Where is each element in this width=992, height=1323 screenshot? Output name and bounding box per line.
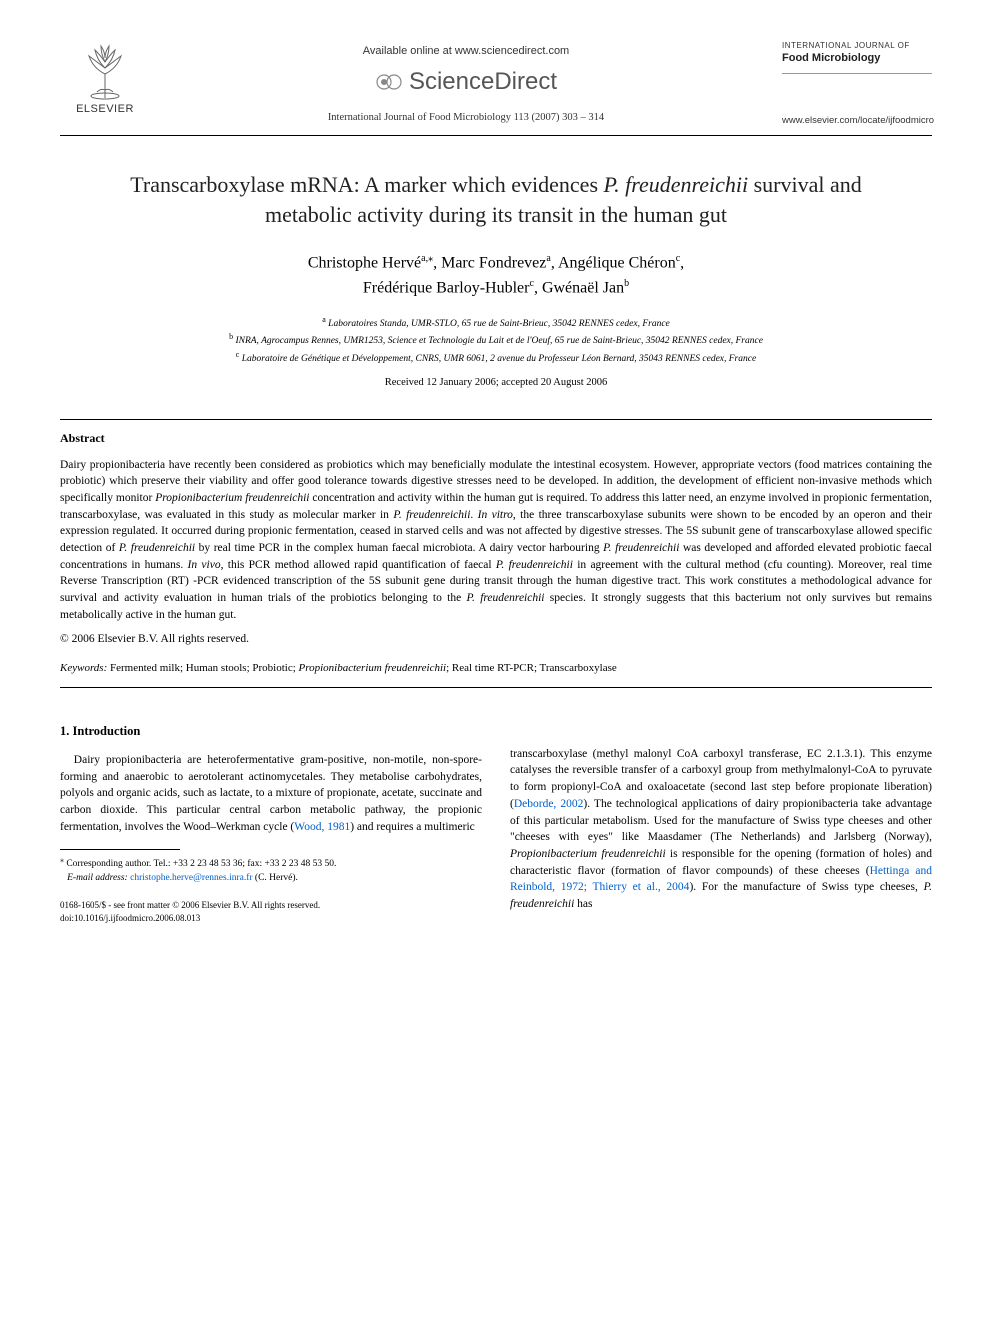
c2-i1: Propionibacterium freudenreichii (510, 848, 666, 860)
author-3-aff: c (676, 253, 680, 264)
fn-corresp: Corresponding author. Tel.: +33 2 23 48 … (64, 859, 336, 869)
title-species: P. freudenreichii (604, 172, 749, 197)
footnote-rule (60, 849, 180, 850)
author-5-aff: b (624, 278, 629, 289)
sciencedirect-text: ScienceDirect (409, 65, 557, 99)
journal-name: Food Microbiology (782, 51, 932, 73)
column-right: transcarboxylase (methyl malonyl CoA car… (510, 698, 932, 924)
abstract-body: Dairy propionibacteria have recently bee… (60, 457, 932, 624)
cr-line1: 0168-1605/$ - see front matter © 2006 El… (60, 899, 482, 912)
abs-i3: In vitro (478, 509, 513, 521)
rule-bottom (60, 687, 932, 688)
abs-i2: P. freudenreichii (393, 509, 470, 521)
c2-t4: ). For the manufacture of Swiss type che… (689, 881, 923, 893)
intro-para-left: Dairy propionibacteria are heteroferment… (60, 752, 482, 835)
abstract-heading: Abstract (60, 430, 932, 447)
publisher-header: ELSEVIER Available online at www.science… (60, 40, 932, 136)
aff-b: INRA, Agrocampus Rennes, UMR1253, Scienc… (233, 336, 763, 346)
citation-line: International Journal of Food Microbiolo… (150, 111, 782, 126)
keywords-label: Keywords: (60, 662, 107, 674)
author-4: Frédérique Barloy-Hubler (363, 279, 530, 296)
c1-link1[interactable]: Wood, 1981 (294, 821, 350, 833)
section-1-heading: 1. Introduction (60, 722, 482, 740)
c1-t2: ) and requires a multimeric (350, 821, 475, 833)
abs-t7: , this PCR method allowed rapid quantifi… (221, 559, 496, 571)
journal-url: www.elsevier.com/locate/ijfoodmicro (782, 114, 932, 127)
journal-block: INTERNATIONAL JOURNAL OF Food Microbiolo… (782, 40, 932, 127)
abs-i1: Propionibacterium freudenreichii (155, 492, 309, 504)
author-2: , Marc Fondrevez (433, 255, 546, 272)
body-columns: 1. Introduction Dairy propionibacteria a… (60, 698, 932, 924)
abs-i7: P. freudenreichii (496, 559, 573, 571)
aff-a: Laboratoires Standa, UMR-STLO, 65 rue de… (326, 319, 670, 329)
c2-link1[interactable]: Deborde, 2002 (514, 798, 584, 810)
rule-top (60, 419, 932, 420)
email-tail: (C. Hervé). (253, 873, 298, 883)
abs-i4: P. freudenreichii (119, 542, 195, 554)
author-3: , Angélique Chéron (551, 255, 676, 272)
footnotes: ⁎ Corresponding author. Tel.: +33 2 23 4… (60, 854, 482, 885)
keywords-line: Keywords: Fermented milk; Human stools; … (60, 661, 932, 676)
available-online-text: Available online at www.sciencedirect.co… (150, 44, 782, 59)
abs-i5: P. freudenreichii (603, 542, 679, 554)
abs-t3: . (470, 509, 477, 521)
abs-i8: P. freudenreichii (467, 592, 545, 604)
email-address[interactable]: christophe.herve@rennes.inra.fr (128, 873, 253, 883)
c2-t5: has (574, 898, 592, 910)
article-dates: Received 12 January 2006; accepted 20 Au… (60, 376, 932, 391)
cr-line2: doi:10.1016/j.ijfoodmicro.2006.08.013 (60, 912, 482, 925)
abs-t5: by real time PCR in the complex human fa… (195, 542, 603, 554)
affiliations: a Laboratoires Standa, UMR-STLO, 65 rue … (60, 314, 932, 366)
journal-intl-label: INTERNATIONAL JOURNAL OF (782, 40, 932, 51)
elsevier-logo-block: ELSEVIER (60, 40, 150, 117)
authors-line: Christophe Hervéa,⁎, Marc Fondreveza, An… (60, 251, 932, 300)
sciencedirect-logo: ScienceDirect (375, 65, 557, 99)
kw-2: Propionibacterium freudenreichii (299, 662, 447, 674)
aff-c: Laboratoire de Génétique et Développemen… (239, 354, 756, 364)
corresponding-author: ⁎ Corresponding author. Tel.: +33 2 23 4… (60, 854, 482, 871)
email-line: E-mail address: christophe.herve@rennes.… (60, 872, 482, 885)
abstract-copyright: © 2006 Elsevier B.V. All rights reserved… (60, 631, 932, 647)
elsevier-label: ELSEVIER (76, 102, 134, 117)
kw-1: Fermented milk; Human stools; Probiotic; (107, 662, 298, 674)
kw-3: ; Real time RT-PCR; Transcarboxylase (446, 662, 617, 674)
email-label: E-mail address: (67, 873, 128, 883)
author-1: Christophe Hervé (308, 255, 421, 272)
center-header: Available online at www.sciencedirect.co… (150, 40, 782, 126)
title-pre: Transcarboxylase mRNA: A marker which ev… (130, 172, 603, 197)
author-5: , Gwénaël Jan (534, 279, 624, 296)
column-left: 1. Introduction Dairy propionibacteria a… (60, 698, 482, 924)
elsevier-tree-icon (75, 40, 135, 100)
front-matter-copyright: 0168-1605/$ - see front matter © 2006 El… (60, 899, 482, 924)
sciencedirect-icon (375, 68, 403, 96)
abs-i6: In vivo (188, 559, 221, 571)
intro-para-right: transcarboxylase (methyl malonyl CoA car… (510, 746, 932, 913)
article-title: Transcarboxylase mRNA: A marker which ev… (100, 170, 892, 229)
